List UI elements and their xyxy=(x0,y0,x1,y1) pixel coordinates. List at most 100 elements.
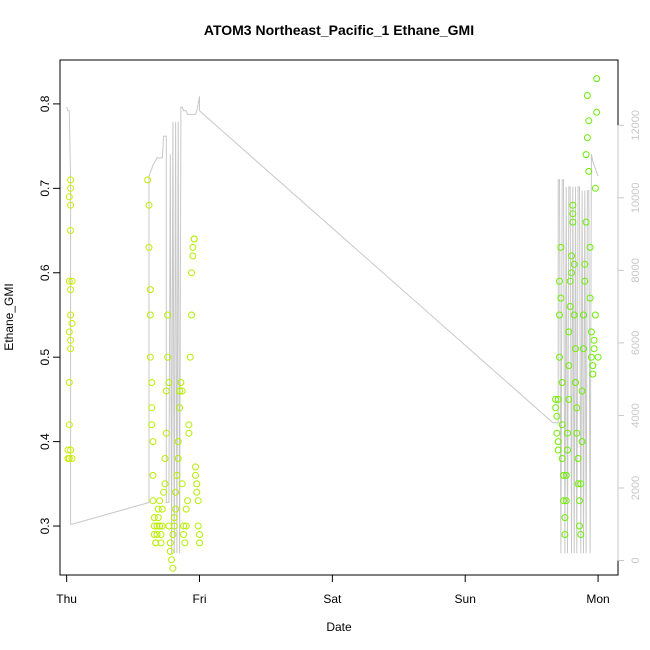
data-point xyxy=(590,345,598,353)
data-point xyxy=(150,514,158,522)
y-tick-label: 0.5 xyxy=(38,349,52,366)
data-point xyxy=(583,134,591,142)
data-point xyxy=(189,243,197,251)
data-point xyxy=(552,395,560,403)
data-point xyxy=(181,539,189,547)
data-point xyxy=(165,522,173,530)
y-tick-label: 0.7 xyxy=(38,180,52,197)
data-point xyxy=(158,505,166,513)
data-point xyxy=(570,311,578,319)
data-point xyxy=(557,243,565,251)
data-point xyxy=(145,243,153,251)
data-point xyxy=(172,505,180,513)
x-tick-label: Sat xyxy=(323,592,342,606)
data-point xyxy=(156,497,164,505)
data-point xyxy=(67,201,75,209)
point-series xyxy=(64,75,602,572)
data-point xyxy=(157,539,165,547)
y2-tick-label: 10000 xyxy=(630,183,642,214)
secondary-y-axis: 0 2000 4000 6000 8000 10000 12000 xyxy=(617,110,642,564)
data-point xyxy=(67,345,75,353)
data-point xyxy=(67,286,75,294)
x-tick-label: Mon xyxy=(586,592,609,606)
data-point xyxy=(565,362,573,370)
data-point xyxy=(169,564,177,572)
data-point xyxy=(174,438,182,446)
data-point xyxy=(189,252,197,260)
data-point xyxy=(177,379,185,386)
data-point xyxy=(150,531,158,538)
data-point xyxy=(192,471,199,479)
data-point xyxy=(178,387,186,395)
data-point xyxy=(577,480,585,488)
data-point xyxy=(557,294,565,302)
data-point xyxy=(591,184,599,192)
data-point xyxy=(162,429,170,437)
data-point xyxy=(180,531,188,538)
data-point xyxy=(166,539,174,547)
data-point xyxy=(174,455,182,462)
data-point xyxy=(556,353,563,361)
data-point xyxy=(168,556,176,564)
data-point xyxy=(581,277,589,285)
data-point xyxy=(572,345,579,353)
data-point xyxy=(161,480,169,488)
line-series xyxy=(66,96,599,554)
y2-tick-label: 4000 xyxy=(630,403,642,427)
data-point xyxy=(564,446,571,454)
data-point xyxy=(587,353,595,361)
data-point xyxy=(68,319,76,327)
data-point xyxy=(67,336,75,344)
data-point xyxy=(188,269,195,277)
data-point xyxy=(166,547,174,555)
data-point xyxy=(558,421,566,429)
y2-tick-label: 8000 xyxy=(630,258,642,282)
data-point xyxy=(146,311,154,319)
data-point xyxy=(582,218,590,226)
data-point xyxy=(144,176,152,184)
data-point xyxy=(68,455,76,462)
data-point xyxy=(561,514,569,522)
data-point xyxy=(164,353,172,361)
data-point xyxy=(148,404,156,412)
data-point xyxy=(587,328,595,336)
data-point xyxy=(576,497,583,505)
y-tick-label: 0.4 xyxy=(38,433,52,450)
data-point xyxy=(562,471,570,479)
data-point xyxy=(156,522,164,530)
data-point xyxy=(65,328,73,336)
data-point xyxy=(554,446,562,454)
data-point xyxy=(556,277,563,285)
y2-tick-label: 6000 xyxy=(630,331,642,355)
data-point xyxy=(148,379,156,386)
data-point xyxy=(65,277,73,285)
data-point xyxy=(148,421,156,429)
data-point xyxy=(591,311,599,319)
data-point xyxy=(193,480,201,488)
data-point xyxy=(581,260,589,268)
data-point xyxy=(565,328,573,336)
data-point xyxy=(593,75,601,83)
data-point xyxy=(161,455,169,462)
data-point xyxy=(145,201,153,209)
data-point xyxy=(149,471,157,479)
y-axis: 0.3 0.4 0.5 0.6 0.7 0.8 xyxy=(38,95,61,534)
data-point xyxy=(162,387,170,395)
y2-tick-label: 0 xyxy=(630,557,642,563)
data-point xyxy=(170,522,178,530)
data-point xyxy=(182,505,190,513)
x-axis: Thu Fri Sat Sun Mon xyxy=(56,574,610,606)
y-axis-label: Ethane_GMI xyxy=(2,283,16,350)
y2-tick-label: 12000 xyxy=(630,110,642,141)
data-point xyxy=(564,429,571,437)
data-point xyxy=(585,167,593,175)
data-point xyxy=(553,429,561,437)
data-point xyxy=(566,303,574,310)
data-point xyxy=(585,117,593,125)
data-point xyxy=(185,421,193,429)
data-point xyxy=(583,92,591,99)
data-point xyxy=(157,531,165,538)
data-point xyxy=(149,497,157,505)
data-point xyxy=(190,235,198,243)
data-point xyxy=(560,471,567,479)
